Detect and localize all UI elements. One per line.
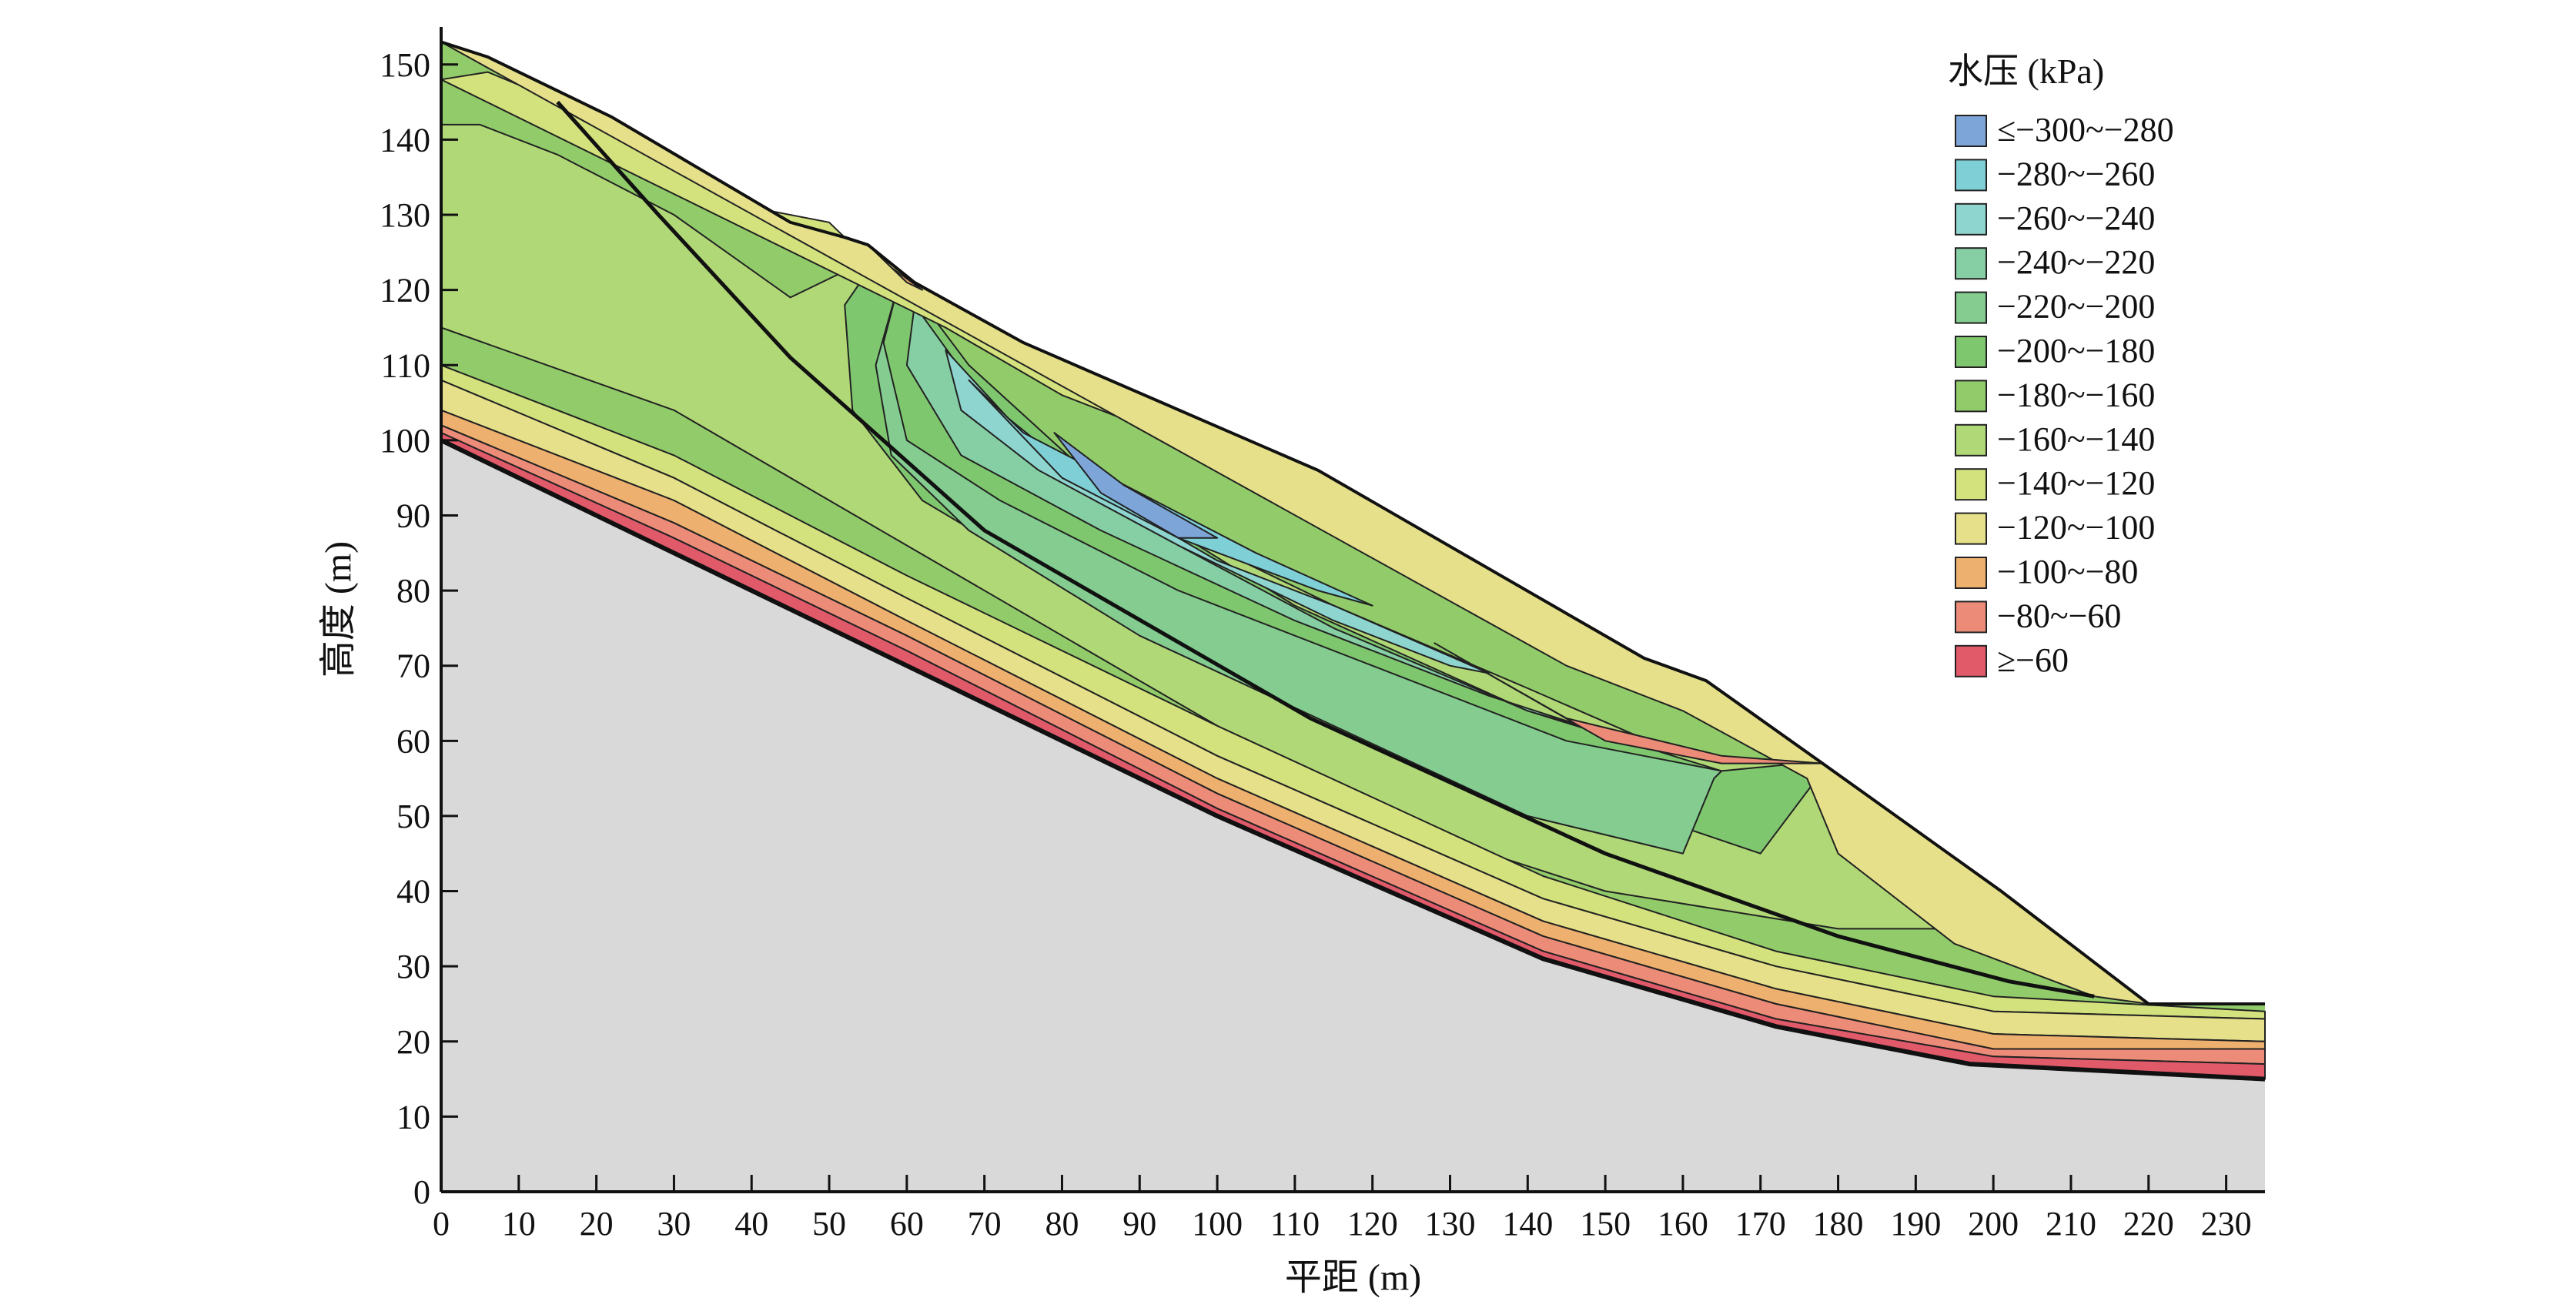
x-tick-label-190: 190 [1890, 1205, 1941, 1243]
legend-label-7: −160~−140 [1997, 420, 2155, 458]
x-axis-title: 平距 (m) [1285, 1257, 1421, 1298]
legend-title: 水压 (kPa) [1948, 52, 2104, 91]
legend-label-0: ≤−300~−280 [1997, 111, 2174, 149]
legend-swatch-9 [1955, 512, 1987, 545]
y-tick-label-80: 80 [396, 572, 430, 610]
y-axis-title: 高度 (m) [318, 541, 359, 677]
x-tick-label-10: 10 [502, 1205, 536, 1243]
x-tick-label-90: 90 [1122, 1205, 1156, 1243]
legend-swatch-8 [1955, 468, 1987, 501]
y-tick-label-30: 30 [396, 948, 430, 985]
x-tick-label-170: 170 [1735, 1205, 1786, 1243]
y-tick-label-50: 50 [396, 798, 430, 835]
x-tick-label-30: 30 [657, 1205, 691, 1243]
x-tick-label-210: 210 [2046, 1205, 2096, 1243]
y-tick-label-130: 130 [380, 196, 430, 234]
legend-label-9: −120~−100 [1997, 509, 2155, 547]
x-tick-label-50: 50 [812, 1205, 846, 1243]
legend-label-3: −240~−220 [1997, 243, 2155, 281]
y-tick-label-40: 40 [396, 873, 430, 911]
legend-swatch-12 [1955, 644, 1987, 677]
x-tick-label-180: 180 [1813, 1205, 1864, 1243]
x-tick-label-20: 20 [580, 1205, 614, 1243]
x-tick-label-160: 160 [1658, 1205, 1708, 1243]
bedrock-surface-line [440, 438, 2266, 1082]
y-tick-label-70: 70 [396, 647, 430, 685]
legend-swatch-6 [1955, 380, 1987, 413]
x-tick-label-120: 120 [1347, 1205, 1398, 1243]
legend-label-1: −280~−260 [1997, 155, 2155, 192]
bedrock-region [441, 440, 2265, 1192]
y-tick-label-60: 60 [396, 722, 430, 760]
x-tick-label-150: 150 [1580, 1205, 1631, 1243]
contour-band-5 [968, 379, 1373, 607]
legend-swatch-1 [1955, 159, 1987, 192]
legend-swatch-4 [1955, 291, 1987, 324]
y-tick-label-150: 150 [380, 46, 430, 84]
y-tick-label-120: 120 [380, 272, 430, 309]
legend-swatch-7 [1955, 423, 1987, 457]
x-tick-label-40: 40 [734, 1205, 768, 1243]
x-tick-label-200: 200 [1968, 1205, 2019, 1243]
slip-surface-line [556, 100, 2095, 999]
x-tick-label-230: 230 [2201, 1205, 2252, 1243]
x-tick-label-140: 140 [1502, 1205, 1553, 1243]
y-tick-label-20: 20 [396, 1023, 430, 1061]
y-tick-label-110: 110 [381, 346, 430, 384]
legend-label-5: −200~−180 [1997, 332, 2155, 370]
legend-swatch-5 [1955, 336, 1987, 368]
legend-label-6: −180~−160 [1997, 376, 2155, 413]
legend-swatch-11 [1955, 600, 1987, 634]
x-tick-label-110: 110 [1270, 1205, 1320, 1243]
contour-band-9 [867, 244, 923, 291]
x-tick-label-70: 70 [968, 1205, 1002, 1243]
x-tick-label-0: 0 [433, 1205, 450, 1243]
contour-band-2 [875, 281, 1723, 855]
x-tick-label-100: 100 [1192, 1205, 1243, 1243]
y-tick-label-10: 10 [396, 1098, 430, 1136]
contour-band-6 [1053, 432, 1219, 539]
legend-swatch-10 [1955, 557, 1987, 589]
y-tick-label-100: 100 [380, 422, 430, 460]
ground-surface-line [440, 40, 2265, 1005]
lines-layer [440, 40, 2266, 1082]
x-tick-label-60: 60 [890, 1205, 924, 1243]
x-tick-label-80: 80 [1045, 1205, 1079, 1243]
axes [440, 27, 2265, 1193]
legend-label-4: −220~−200 [1997, 288, 2155, 326]
legend-swatch-3 [1955, 247, 1987, 280]
x-tick-label-220: 220 [2123, 1205, 2174, 1243]
legend: 水压 (kPa) ≤−300~−280 −280~−260 −260~−240 −24… [1948, 52, 2174, 679]
bedrock-layer [441, 440, 2265, 1192]
x-axis-ticks: 0 10 20 30 40 50 60 70 80 90 100 110 120 130 140 150 160… [433, 1175, 2252, 1243]
legend-label-2: −260~−240 [1997, 199, 2155, 237]
legend-swatch-0 [1955, 115, 1987, 147]
legend-label-11: −80~−60 [1997, 597, 2121, 634]
y-tick-label-140: 140 [380, 121, 430, 159]
legend-label-10: −100~−80 [1997, 553, 2138, 590]
legend-swatch-2 [1955, 202, 1987, 236]
legend-label-12: ≥−60 [1997, 641, 2069, 679]
y-tick-label-90: 90 [396, 497, 430, 534]
x-tick-label-130: 130 [1425, 1205, 1476, 1243]
legend-label-8: −140~−120 [1997, 464, 2155, 502]
y-axis-ticks: 0 10 20 30 40 50 60 70 80 90 100 110 120 130 140 150 [380, 46, 458, 1211]
y-tick-label-0: 0 [413, 1173, 430, 1211]
